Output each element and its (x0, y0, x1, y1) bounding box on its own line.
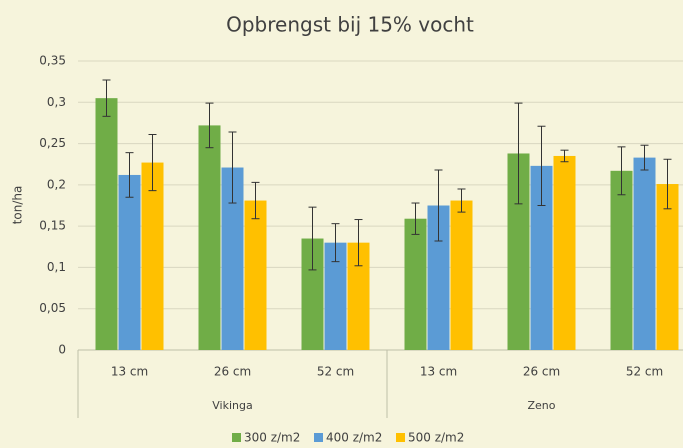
error-bar (228, 131, 237, 204)
legend-label: 500 z/m2 (408, 431, 464, 445)
y-tick-label: 0 (58, 343, 66, 357)
bar (656, 184, 679, 350)
error-bar (148, 133, 157, 192)
error-bar (125, 152, 134, 198)
bar (450, 200, 473, 350)
bar (244, 200, 267, 350)
group-label: Vikinga (212, 399, 252, 412)
legend-label: 400 z/m2 (326, 431, 382, 445)
bar (633, 157, 656, 350)
bar (198, 125, 221, 350)
legend-swatch (232, 433, 241, 442)
error-bar (434, 169, 443, 242)
bar (404, 218, 427, 350)
y-tick-label: 0,2 (47, 177, 66, 191)
y-tick-label: 0,3 (47, 95, 66, 109)
y-tick-label: 0,15 (39, 219, 66, 233)
error-bar (411, 202, 420, 235)
bar (427, 205, 450, 350)
error-bar (251, 181, 260, 220)
bar (347, 242, 370, 350)
bar (141, 162, 164, 350)
x-tick-label: 26 cm (214, 365, 251, 379)
y-tick-label: 0,35 (39, 54, 66, 68)
error-bar (560, 149, 569, 163)
x-tick-label: 52 cm (626, 365, 663, 379)
legend-swatch (314, 433, 323, 442)
y-tick-label: 0,25 (39, 136, 66, 150)
x-tick-label: 13 cm (111, 365, 148, 379)
y-axis-label: ton/ha (11, 186, 25, 225)
bar (507, 153, 530, 350)
error-bar (205, 102, 214, 149)
bar (221, 167, 244, 350)
error-bar (663, 158, 672, 210)
bar (324, 242, 347, 350)
error-bar (617, 146, 626, 196)
bar (118, 174, 141, 350)
x-tick-label: 52 cm (317, 365, 354, 379)
error-bar (537, 125, 546, 206)
error-bar (354, 219, 363, 267)
error-bar (514, 102, 523, 205)
error-bar (308, 206, 317, 271)
bar (553, 155, 576, 350)
x-tick-label: 26 cm (523, 365, 560, 379)
error-bar (457, 188, 466, 213)
error-bar (102, 79, 111, 117)
x-tick-label: 13 cm (420, 365, 457, 379)
bar (301, 238, 324, 350)
chart-title: Opbrengst bij 15% vocht (226, 13, 474, 37)
error-bar (331, 223, 340, 263)
y-tick-label: 0,1 (47, 260, 66, 274)
bar (610, 170, 633, 350)
legend-swatch (396, 433, 405, 442)
group-label: Zeno (527, 399, 555, 412)
bar (95, 98, 118, 351)
bar (530, 165, 553, 350)
y-tick-label: 0,05 (39, 301, 66, 315)
legend-label: 300 z/m2 (244, 431, 300, 445)
error-bar (640, 144, 649, 171)
